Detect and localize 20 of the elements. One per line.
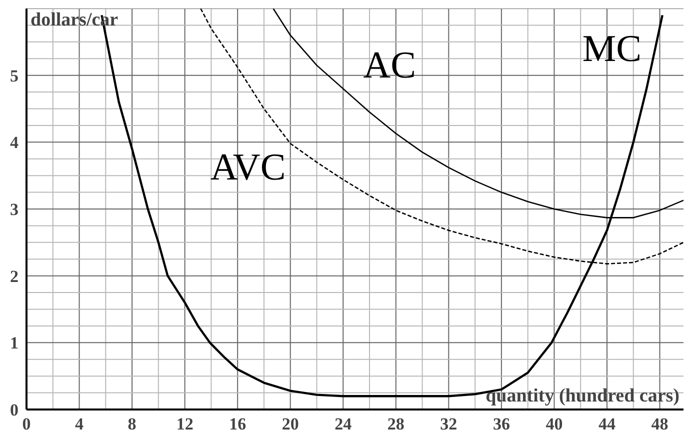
x-tick-label: 20 — [282, 414, 299, 434]
y-tick-label: 5 — [10, 66, 18, 86]
y-tick-label: 3 — [10, 200, 18, 219]
x-tick-label: 16 — [229, 414, 246, 434]
x-tick-label: 0 — [22, 414, 31, 434]
x-tick-label: 40 — [546, 414, 563, 434]
y-tick-label: 4 — [10, 133, 19, 152]
x-tick-label: 36 — [492, 414, 510, 434]
series-label: MC — [582, 28, 642, 70]
x-tick-label: 28 — [387, 414, 404, 434]
x-tick-label: 12 — [176, 414, 194, 434]
x-tick-label: 8 — [128, 414, 136, 434]
y-tick-label: 0 — [10, 400, 18, 420]
y-tick-label: 1 — [10, 334, 18, 353]
x-tick-label: 32 — [440, 414, 458, 434]
y-tick-label: 2 — [10, 266, 18, 286]
x-tick-label: 48 — [651, 414, 668, 434]
x-tick-label: 24 — [334, 414, 352, 434]
x-tick-label: 4 — [75, 414, 84, 434]
x-tick-label: 44 — [598, 414, 616, 434]
